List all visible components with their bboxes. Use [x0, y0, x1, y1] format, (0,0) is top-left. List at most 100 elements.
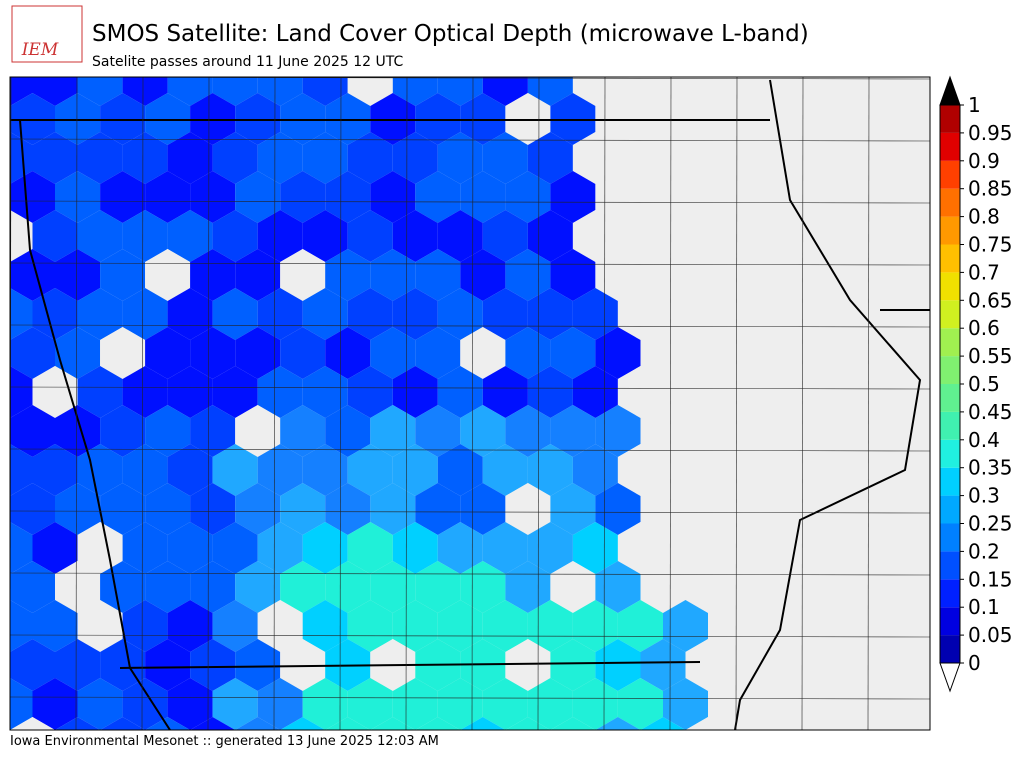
- colorbar-under: [939, 662, 961, 693]
- hex-cell: [685, 171, 731, 223]
- hex-cell: [32, 210, 78, 262]
- hex-cell: [370, 405, 416, 457]
- hex-cell: [145, 249, 191, 301]
- colorbar-segment: [940, 551, 960, 580]
- colorbar-tick-label: 0.45: [968, 400, 1013, 424]
- colorbar-segment: [940, 132, 960, 161]
- hex-cell: [10, 210, 33, 262]
- hex-cell: [212, 522, 258, 574]
- hex-cell: [865, 483, 911, 535]
- hex-cell: [820, 639, 866, 691]
- hex-cell: [708, 77, 753, 106]
- hex-cell: [10, 366, 33, 418]
- colorbar-segment: [940, 635, 960, 663]
- colorbar-segment: [940, 216, 960, 245]
- colorbar-segment: [940, 495, 960, 524]
- hex-cell: [212, 288, 258, 340]
- hex-cell: [572, 366, 618, 418]
- hex-cell: [910, 640, 930, 690]
- hex-cell: [685, 249, 731, 301]
- hex-cell: [415, 717, 461, 730]
- hex-cell: [257, 210, 303, 262]
- hex-cell: [708, 522, 753, 574]
- hex-cell: [753, 678, 799, 730]
- hex-cell: [235, 327, 281, 379]
- hex-cell: [775, 561, 821, 613]
- hex-cell: [482, 444, 528, 496]
- hex-cell: [235, 639, 281, 691]
- hex-cell: [145, 327, 191, 379]
- hex-cell: [302, 210, 348, 262]
- colorbar-tick-label: 0.05: [968, 623, 1013, 647]
- hex-cell: [10, 444, 33, 496]
- hex-cell: [910, 718, 930, 730]
- hex-cell: [212, 444, 258, 496]
- hex-cell: [302, 522, 348, 574]
- hex-cell: [167, 77, 213, 106]
- hex-cell: [55, 405, 101, 457]
- hex-cell: [798, 366, 844, 418]
- colorbar-tick-label: 0: [968, 651, 981, 675]
- hex-cell: [100, 327, 146, 379]
- hex-cell: [888, 132, 930, 184]
- hex-cell: [460, 405, 506, 457]
- hex-cell: [730, 717, 776, 730]
- hex-cell: [843, 600, 889, 652]
- hex-cell: [145, 171, 191, 223]
- hex-cell: [708, 132, 753, 184]
- hex-cell: [325, 249, 371, 301]
- hex-cell: [820, 561, 866, 613]
- hex-cell: [685, 483, 731, 535]
- hex-cell: [437, 210, 483, 262]
- colorbar-segment: [940, 523, 960, 552]
- hex-cell: [550, 483, 596, 535]
- hex-cell: [730, 639, 776, 691]
- hex-cell: [730, 561, 776, 613]
- hex-cell: [122, 444, 168, 496]
- hex-cell: [257, 288, 303, 340]
- hex-cell: [257, 600, 303, 652]
- hex-cell: [753, 132, 799, 184]
- hex-cell: [77, 77, 123, 106]
- hex-cell: [550, 639, 596, 691]
- hex-cell: [190, 327, 236, 379]
- hex-cell: [55, 561, 101, 613]
- hex-layer: [10, 77, 1023, 730]
- hex-cell: [10, 678, 33, 730]
- hex-cell: [640, 405, 686, 457]
- colorbar-tick-label: 0.9: [968, 149, 1000, 173]
- colorbar-segment: [940, 188, 960, 217]
- county-line: [10, 448, 930, 452]
- hex-cell: [122, 132, 168, 184]
- hex-cell: [843, 522, 889, 574]
- hex-cell: [910, 172, 930, 222]
- hex-cell: [820, 327, 866, 379]
- hex-cell: [77, 210, 123, 262]
- county-line: [867, 77, 870, 730]
- hex-cell: [527, 678, 573, 730]
- hex-cell: [77, 366, 123, 418]
- county-line: [10, 200, 930, 204]
- hex-cell: [820, 405, 866, 457]
- hex-cell: [505, 717, 551, 730]
- hex-cell: [617, 210, 663, 262]
- county-line: [471, 77, 474, 730]
- colorbar-tick-label: 1: [968, 93, 981, 117]
- hex-cell: [978, 678, 1023, 730]
- hex-cell: [167, 444, 213, 496]
- hex-cell: [820, 249, 866, 301]
- hex-cell: [617, 600, 663, 652]
- hex-cell: [167, 678, 213, 730]
- hex-cell: [865, 327, 911, 379]
- hex-cell: [347, 132, 393, 184]
- hex-cell: [663, 210, 708, 262]
- hex-cell: [775, 327, 821, 379]
- hex-cell: [100, 249, 146, 301]
- hex-cell: [820, 171, 866, 223]
- colorbar-tick-label: 0.25: [968, 512, 1013, 536]
- hex-cell: [122, 600, 168, 652]
- hex-cell: [595, 171, 641, 223]
- colorbar-tick-label: 0.3: [968, 484, 1000, 508]
- subtitle: Satelite passes around 11 June 2025 12 U…: [92, 54, 404, 70]
